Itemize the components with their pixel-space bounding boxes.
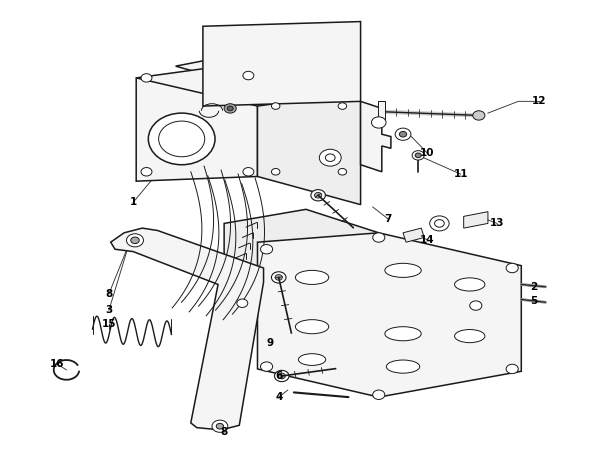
- Circle shape: [470, 301, 482, 310]
- Text: 2: 2: [530, 282, 537, 292]
- Ellipse shape: [385, 327, 421, 341]
- Circle shape: [400, 132, 406, 137]
- Circle shape: [430, 216, 449, 231]
- Circle shape: [338, 169, 346, 175]
- Polygon shape: [360, 101, 391, 172]
- Circle shape: [506, 263, 518, 273]
- Text: 9: 9: [266, 338, 273, 348]
- Polygon shape: [378, 101, 385, 123]
- Ellipse shape: [455, 278, 485, 291]
- Ellipse shape: [455, 330, 485, 342]
- Text: 13: 13: [490, 218, 504, 228]
- Circle shape: [216, 423, 223, 429]
- Text: 6: 6: [275, 371, 282, 381]
- Text: 10: 10: [420, 148, 435, 158]
- Circle shape: [127, 234, 143, 247]
- Circle shape: [212, 420, 228, 432]
- Circle shape: [315, 192, 322, 198]
- Circle shape: [415, 153, 421, 158]
- Circle shape: [272, 169, 280, 175]
- Circle shape: [237, 299, 248, 307]
- Circle shape: [224, 104, 236, 113]
- Text: 8: 8: [220, 428, 228, 437]
- Polygon shape: [258, 73, 360, 205]
- Circle shape: [159, 121, 205, 157]
- Circle shape: [395, 128, 411, 140]
- Polygon shape: [176, 50, 360, 95]
- Circle shape: [261, 362, 272, 371]
- Circle shape: [506, 364, 518, 374]
- Circle shape: [326, 154, 335, 162]
- Polygon shape: [111, 228, 264, 430]
- Circle shape: [311, 190, 326, 201]
- Circle shape: [227, 106, 233, 111]
- Text: 14: 14: [420, 235, 435, 245]
- Polygon shape: [224, 209, 379, 308]
- Circle shape: [338, 103, 346, 109]
- Circle shape: [141, 74, 152, 82]
- Circle shape: [131, 237, 139, 244]
- Circle shape: [243, 71, 254, 80]
- Text: 3: 3: [105, 305, 113, 315]
- Text: 8: 8: [105, 289, 113, 299]
- Circle shape: [373, 390, 385, 399]
- Text: 16: 16: [50, 359, 65, 369]
- Ellipse shape: [385, 263, 421, 277]
- Text: 12: 12: [532, 96, 547, 106]
- Text: 5: 5: [530, 296, 537, 306]
- Ellipse shape: [386, 360, 420, 373]
- Circle shape: [278, 373, 285, 379]
- Circle shape: [274, 370, 289, 381]
- Circle shape: [371, 117, 386, 128]
- Polygon shape: [258, 233, 521, 397]
- Circle shape: [243, 168, 254, 176]
- Text: 11: 11: [453, 169, 468, 179]
- Text: 4: 4: [275, 392, 282, 402]
- Text: 1: 1: [130, 197, 137, 207]
- Circle shape: [319, 149, 341, 166]
- Polygon shape: [136, 64, 360, 106]
- Text: 7: 7: [384, 214, 392, 224]
- Text: 15: 15: [102, 319, 116, 329]
- Circle shape: [473, 111, 485, 120]
- Circle shape: [148, 113, 215, 165]
- Polygon shape: [464, 212, 488, 228]
- Polygon shape: [403, 228, 424, 242]
- Circle shape: [435, 219, 444, 227]
- Ellipse shape: [299, 354, 326, 365]
- Ellipse shape: [296, 270, 329, 285]
- Circle shape: [412, 151, 424, 160]
- Circle shape: [272, 103, 280, 109]
- Circle shape: [373, 233, 385, 242]
- Ellipse shape: [296, 320, 329, 334]
- Circle shape: [272, 272, 286, 283]
- Circle shape: [261, 245, 272, 254]
- Polygon shape: [203, 21, 360, 106]
- Circle shape: [275, 275, 282, 280]
- Circle shape: [141, 168, 152, 176]
- Polygon shape: [136, 73, 258, 181]
